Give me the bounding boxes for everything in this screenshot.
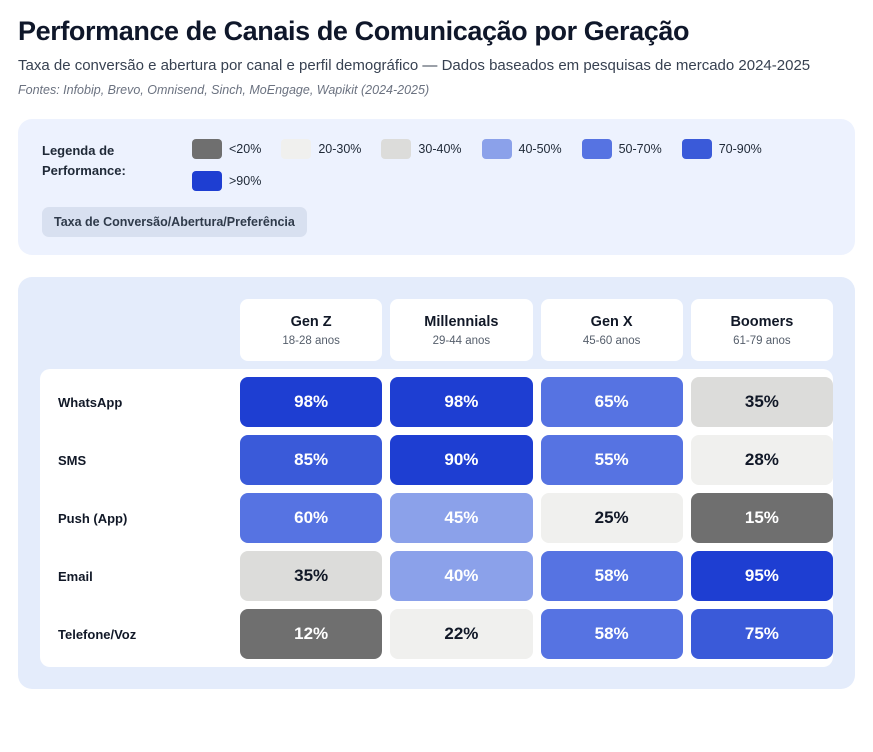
column-header: Boomers 61-79 anos	[690, 299, 833, 361]
legend-item: 30-40%	[381, 139, 462, 159]
heatmap-cell: 35%	[690, 377, 833, 427]
legend-item-label: >90%	[229, 174, 262, 188]
legend-swatch	[192, 139, 222, 159]
table-row: Push (App) 60% 45% 25% 15%	[40, 493, 833, 543]
heatmap-cell: 45%	[390, 493, 533, 543]
column-name: Gen X	[590, 313, 633, 330]
legend-item: <20%	[192, 139, 261, 159]
table-row: SMS 85% 90% 55% 28%	[40, 435, 833, 485]
metric-badge: Taxa de Conversão/Abertura/Preferência	[42, 207, 307, 237]
heatmap-cell: 22%	[390, 609, 533, 659]
column-name: Gen Z	[290, 313, 332, 330]
channel-label: Push (App)	[58, 510, 128, 526]
legend-item: >90%	[192, 171, 261, 191]
column-age-range: 61-79 anos	[733, 334, 791, 347]
corner-cell	[40, 299, 232, 361]
heatmap-cell: 65%	[540, 377, 683, 427]
heatmap-cell: 40%	[390, 551, 533, 601]
legend-item-label: 70-90%	[718, 142, 762, 156]
column-age-range: 29-44 anos	[432, 334, 491, 347]
legend-swatch	[481, 139, 512, 159]
legend-item-label: 40-50%	[518, 142, 562, 156]
heatmap-cell: 75%	[690, 609, 833, 659]
heatmap-cell: 12%	[240, 609, 383, 659]
column-name: Boomers	[730, 313, 794, 330]
heatmap-cell: 58%	[540, 551, 683, 601]
column-header: Gen Z 18-28 anos	[240, 299, 383, 361]
legend-item-label: 20-30%	[318, 142, 362, 156]
column-name: Millennials	[424, 313, 499, 330]
legend-row: Legenda de Performance: <20% 20-30% 30-40%…	[42, 139, 831, 191]
column-age-range: 45-60 anos	[582, 334, 641, 347]
legend-swatch	[192, 171, 222, 191]
legend-swatch	[381, 139, 412, 159]
page-title: Performance de Canais de Comunicação por…	[18, 16, 690, 46]
heatmap-cell: 98%	[240, 377, 383, 427]
table-row: Telefone/Voz 12% 22% 58% 75%	[40, 609, 833, 659]
legend-item: 40-50%	[481, 139, 562, 159]
heatmap-cell: 60%	[240, 493, 383, 543]
table-row: WhatsApp 98% 98% 65% 35%	[40, 377, 833, 427]
heatmap-cell: 95%	[690, 551, 833, 601]
legend-item: 50-70%	[581, 139, 662, 159]
heatmap-cell: 90%	[390, 435, 533, 485]
heatmap-header: Gen Z 18-28 anos Millennials 29-44 anos Gen …	[40, 299, 833, 361]
legend-swatch	[681, 139, 712, 159]
legend-item: 20-30%	[281, 139, 361, 159]
legend-item-label: <20%	[229, 142, 262, 156]
heatmap-cell: 28%	[690, 435, 833, 485]
heatmap-cell: 85%	[240, 435, 383, 485]
channel-label: Email	[58, 568, 93, 584]
channel-label: Telefone/Voz	[58, 626, 137, 642]
column-age-range: 18-28 anos	[282, 334, 340, 347]
heatmap-cell: 25%	[540, 493, 683, 543]
legend-item-label: 50-70%	[618, 142, 662, 156]
heatmap-body: WhatsApp 98% 98% 65% 35% SMS 85% 90% 55% 28% Push …	[40, 369, 833, 667]
heatmap-cell: 55%	[540, 435, 683, 485]
heatmap-cell: 35%	[240, 551, 383, 601]
channel-label: SMS	[58, 452, 87, 468]
legend-title: Legenda de Performance:	[42, 143, 126, 179]
table-row: Email 35% 40% 58% 95%	[40, 551, 833, 601]
heatmap-cell: 58%	[540, 609, 683, 659]
heatmap-cell: 98%	[390, 377, 533, 427]
channel-label: WhatsApp	[58, 394, 123, 410]
legend-item-label: 30-40%	[418, 142, 462, 156]
legend-swatch	[581, 139, 612, 159]
sources-note: Fontes: Infobip, Brevo, Omnisend, Sinch,…	[18, 83, 430, 97]
column-header: Gen X 45-60 anos	[540, 299, 683, 361]
legend-item: 70-90%	[681, 139, 762, 159]
heatmap-cell: 15%	[690, 493, 833, 543]
legend-items: <20% 20-30% 30-40% 40-50% 50-70% 70-90% >90%	[192, 139, 792, 191]
heatmap-panel: Gen Z 18-28 anos Millennials 29-44 anos Gen …	[18, 277, 855, 689]
page: Performance de Canais de Comunicação por…	[18, 16, 855, 689]
legend-swatch	[281, 139, 312, 159]
subtitle: Taxa de conversão e abertura por canal e…	[18, 57, 811, 74]
legend-panel: Legenda de Performance: <20% 20-30% 30-40%…	[18, 119, 855, 255]
header: Performance de Canais de Comunicação por…	[18, 16, 855, 97]
column-header: Millennials 29-44 anos	[390, 299, 533, 361]
